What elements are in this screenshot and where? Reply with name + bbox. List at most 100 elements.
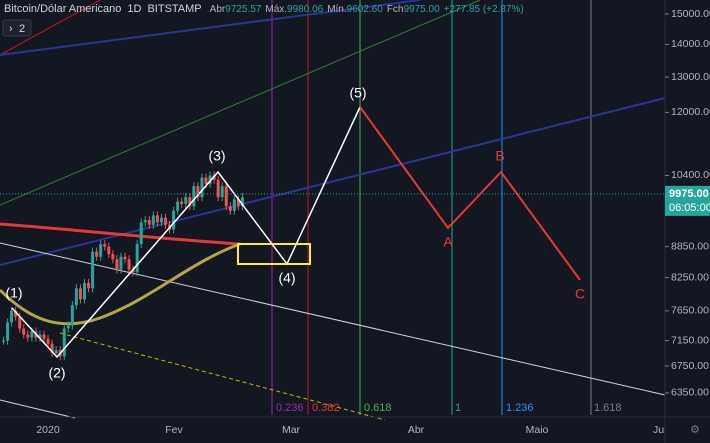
candle bbox=[26, 334, 30, 338]
candle bbox=[220, 186, 224, 198]
candle bbox=[22, 328, 26, 335]
candle bbox=[115, 259, 119, 270]
wave-path bbox=[359, 106, 581, 281]
price-label: 7650.00 bbox=[671, 305, 709, 317]
candle bbox=[240, 197, 244, 207]
settings-icon[interactable]: ⚙ bbox=[690, 424, 700, 436]
chevron: › bbox=[9, 23, 13, 35]
wave-path bbox=[11, 106, 361, 359]
ohlc-label: Mín. bbox=[327, 4, 346, 15]
candle bbox=[188, 197, 192, 207]
candle bbox=[151, 215, 155, 225]
candle bbox=[70, 305, 74, 326]
trend-line bbox=[0, 0, 101, 56]
target-box bbox=[237, 243, 311, 265]
candle bbox=[14, 310, 18, 317]
fib-label: 1.236 bbox=[506, 402, 534, 414]
candle bbox=[103, 244, 107, 247]
price-label: 15000.00 bbox=[671, 8, 710, 20]
trend-line bbox=[59, 332, 386, 421]
trend-line bbox=[0, 97, 666, 266]
candle bbox=[216, 179, 220, 198]
wave-label: (3) bbox=[208, 148, 225, 164]
candle bbox=[6, 322, 10, 341]
candle bbox=[78, 288, 82, 300]
time-label: Mar bbox=[282, 424, 301, 436]
ohlc-label: Fch bbox=[387, 4, 404, 15]
candle bbox=[62, 328, 66, 357]
candle bbox=[131, 269, 135, 273]
exchange: BITSTAMP bbox=[147, 3, 201, 15]
wave-label: (4) bbox=[278, 270, 295, 286]
price-label: 6750.00 bbox=[671, 360, 709, 372]
candle bbox=[159, 217, 163, 223]
symbol: Bitcoin/Dólar Americano bbox=[4, 3, 121, 15]
candle bbox=[232, 199, 236, 211]
candle bbox=[54, 349, 58, 354]
candle bbox=[204, 177, 208, 185]
fib-label: 0.236 bbox=[276, 402, 304, 414]
price-label: 6350.00 bbox=[671, 387, 709, 399]
candle bbox=[224, 186, 228, 207]
moving-average bbox=[0, 242, 241, 326]
wave-label: (1) bbox=[5, 285, 22, 301]
candle bbox=[172, 210, 176, 230]
candle bbox=[176, 201, 180, 211]
candle bbox=[30, 331, 34, 338]
candle bbox=[2, 340, 5, 342]
wave-label: B bbox=[495, 148, 504, 164]
price-label: 8850.00 bbox=[671, 240, 709, 252]
candle bbox=[135, 244, 139, 273]
ohlc-value: 9602.60 bbox=[347, 4, 384, 15]
candle bbox=[196, 186, 200, 198]
candle bbox=[139, 222, 143, 245]
fib-label: 0.382 bbox=[312, 402, 340, 414]
candle bbox=[42, 334, 46, 339]
price-label: 12000.00 bbox=[671, 106, 710, 118]
ohlc-value: 9980.06 bbox=[287, 4, 324, 15]
candle bbox=[99, 244, 103, 257]
candle bbox=[180, 201, 184, 204]
price-label: 10400.00 bbox=[671, 169, 710, 181]
wave-label: A bbox=[443, 234, 453, 250]
trend-line bbox=[0, 242, 666, 396]
moving-average bbox=[0, 222, 241, 246]
candle bbox=[123, 256, 127, 260]
indicators-count[interactable]: 2 bbox=[19, 23, 25, 35]
candle bbox=[228, 206, 232, 211]
candle bbox=[107, 246, 111, 255]
candle bbox=[95, 251, 99, 257]
time-label: Fev bbox=[165, 424, 183, 436]
candle bbox=[200, 177, 204, 198]
candle bbox=[208, 175, 212, 185]
fib-label: 0.618 bbox=[364, 402, 392, 414]
candle bbox=[46, 338, 50, 344]
fib-label: 1 bbox=[455, 402, 461, 414]
candle bbox=[83, 282, 86, 300]
candle bbox=[192, 186, 196, 207]
wave-label: C bbox=[575, 286, 585, 302]
ohlc-value: 9975.00 bbox=[403, 4, 440, 15]
price-label: 14000.00 bbox=[671, 38, 710, 50]
price-label: 8250.00 bbox=[671, 271, 709, 283]
candle bbox=[74, 288, 78, 306]
indicators-toggle[interactable] bbox=[2, 19, 32, 37]
candle bbox=[184, 197, 188, 204]
last-price-badge bbox=[665, 185, 710, 216]
candle bbox=[164, 217, 167, 225]
candle bbox=[119, 256, 123, 270]
candle bbox=[87, 282, 91, 289]
time-label: Ju bbox=[653, 424, 664, 436]
candle bbox=[155, 215, 159, 223]
wave-label: (2) bbox=[48, 365, 65, 381]
candle bbox=[10, 310, 14, 323]
trend-line bbox=[0, 399, 76, 419]
candle bbox=[50, 343, 54, 354]
price-label: 7150.00 bbox=[671, 334, 709, 346]
candle bbox=[127, 259, 131, 270]
price-label: 13000.00 bbox=[671, 71, 710, 83]
candle bbox=[91, 251, 95, 289]
candle bbox=[111, 254, 115, 260]
candle bbox=[143, 220, 147, 223]
